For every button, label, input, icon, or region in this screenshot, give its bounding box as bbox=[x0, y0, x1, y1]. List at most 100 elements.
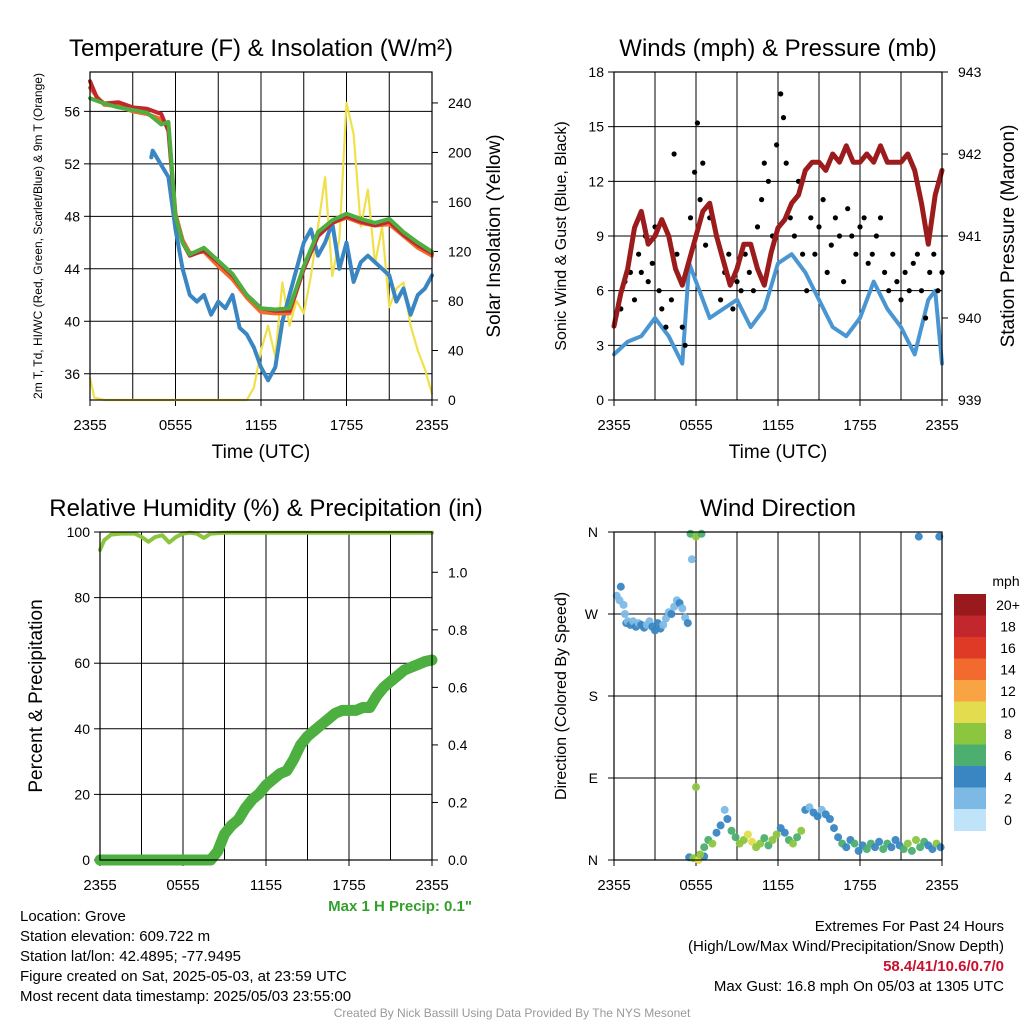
x-tick-label: 1155 bbox=[762, 877, 794, 894]
direction-point bbox=[825, 815, 834, 823]
direction-point bbox=[683, 619, 692, 628]
y2-tick-label: 0.6 bbox=[448, 679, 468, 695]
gust-point bbox=[836, 233, 843, 239]
gust-point bbox=[890, 251, 896, 257]
direction-point bbox=[667, 610, 676, 618]
direction-point bbox=[789, 839, 797, 848]
gust-point bbox=[718, 297, 724, 303]
direction-point bbox=[678, 604, 687, 613]
direction-point bbox=[768, 836, 777, 844]
colorbar-swatch bbox=[954, 766, 986, 788]
gust-point bbox=[750, 288, 757, 294]
gust-point bbox=[816, 224, 822, 230]
extremes-info: Extremes For Past 24 Hours (High/Low/Max… bbox=[688, 917, 1004, 997]
x-tick-label: 1755 bbox=[843, 417, 876, 434]
y2-axis-label: Solar Insolation (Yellow) bbox=[484, 134, 505, 337]
station-location: Location: Grove bbox=[20, 908, 126, 925]
gust-point bbox=[800, 251, 806, 257]
direction-point bbox=[850, 839, 859, 848]
direction-point bbox=[912, 836, 920, 844]
y2-tick-label: 941 bbox=[958, 228, 982, 244]
y2-tick-label: 940 bbox=[958, 310, 982, 326]
series-precipitation bbox=[94, 654, 438, 866]
plot-frame bbox=[89, 71, 433, 401]
y-tick-label: 9 bbox=[596, 228, 604, 244]
x-tick-label: 1755 bbox=[332, 877, 365, 894]
gust-point bbox=[824, 269, 830, 275]
colorbar-label: 6 bbox=[1004, 748, 1012, 764]
x-tick-label: 2355 bbox=[83, 877, 116, 894]
direction-point bbox=[879, 845, 888, 854]
direction-point bbox=[903, 839, 912, 848]
colorbar-label: 2 bbox=[1004, 791, 1012, 807]
series-td bbox=[149, 148, 434, 383]
gust-point bbox=[808, 215, 814, 221]
y-tick-label: 40 bbox=[64, 313, 80, 329]
gust-point bbox=[645, 279, 651, 285]
y2-tick-label: 939 bbox=[958, 392, 982, 408]
y-tick-label: 18 bbox=[588, 64, 604, 80]
direction-point bbox=[620, 610, 629, 618]
y-tick-label: N bbox=[588, 852, 598, 868]
y2-axis-label: Station Pressure (Maroon) bbox=[998, 125, 1019, 348]
gust-point bbox=[656, 288, 662, 294]
gust-point bbox=[631, 297, 638, 303]
y2-tick-label: 40 bbox=[448, 342, 464, 358]
x-tick-label: 0555 bbox=[159, 417, 192, 434]
direction-point bbox=[928, 845, 937, 854]
colorbar-swatch bbox=[954, 680, 986, 702]
y2-tick-label: 0 bbox=[448, 392, 456, 408]
gust-point bbox=[877, 215, 884, 221]
y2-tick-label: 942 bbox=[958, 146, 982, 162]
gust-point bbox=[804, 288, 810, 294]
gust-point bbox=[765, 178, 772, 184]
extremes-title: Extremes For Past 24 Hours bbox=[814, 918, 1004, 935]
x-tick-label: 2355 bbox=[597, 417, 630, 434]
direction-point bbox=[793, 833, 802, 842]
y-tick-label: 0 bbox=[596, 392, 604, 408]
direction-point bbox=[696, 850, 705, 859]
gust-point bbox=[692, 169, 698, 175]
y-tick-label: 12 bbox=[588, 173, 604, 189]
direction-point bbox=[723, 815, 732, 823]
colorbar-label: 20+ bbox=[996, 597, 1020, 613]
direction-point bbox=[813, 812, 822, 821]
gust-point bbox=[668, 297, 675, 303]
gust-point bbox=[812, 251, 818, 257]
y-tick-label: W bbox=[585, 606, 599, 622]
y-tick-label: 60 bbox=[74, 655, 90, 671]
series-hi-wc bbox=[88, 96, 434, 312]
gust-point bbox=[730, 306, 736, 312]
gust-point bbox=[910, 260, 916, 266]
colorbar-swatch bbox=[954, 658, 986, 681]
y-tick-label: E bbox=[589, 770, 598, 786]
gust-point bbox=[898, 297, 904, 303]
direction-point bbox=[842, 843, 851, 852]
colorbar-swatch bbox=[954, 723, 986, 745]
y-axis-label: Sonic Wind & Gust (Blue, Black) bbox=[553, 121, 570, 350]
x-axis-label: Time (UTC) bbox=[212, 442, 311, 463]
gust-point bbox=[746, 269, 752, 275]
direction-point bbox=[692, 783, 700, 792]
direction-point bbox=[830, 824, 838, 833]
y-tick-label: 3 bbox=[596, 337, 604, 353]
gust-point bbox=[700, 160, 706, 166]
gust-point bbox=[726, 251, 732, 257]
direction-point bbox=[862, 845, 871, 854]
colorbar-label: 12 bbox=[1000, 683, 1016, 699]
gust-point bbox=[927, 269, 933, 275]
gust-point bbox=[679, 324, 685, 330]
x-tick-label: 1155 bbox=[245, 417, 277, 434]
gust-point bbox=[832, 215, 839, 221]
x-tick-label: 2355 bbox=[415, 417, 448, 434]
y2-tick-label: 0.2 bbox=[448, 794, 468, 810]
station-latlon: Station lat/lon: 42.4895; -77.9495 bbox=[20, 948, 242, 965]
direction-point bbox=[935, 532, 944, 541]
gust-point bbox=[828, 242, 834, 248]
gust-point bbox=[882, 269, 888, 275]
y-tick-label: 56 bbox=[64, 103, 80, 119]
y-tick-label: 48 bbox=[64, 208, 80, 224]
station-elevation: Station elevation: 609.722 m bbox=[20, 928, 211, 945]
gust-point bbox=[873, 233, 880, 239]
x-tick-label: 0555 bbox=[679, 877, 712, 894]
